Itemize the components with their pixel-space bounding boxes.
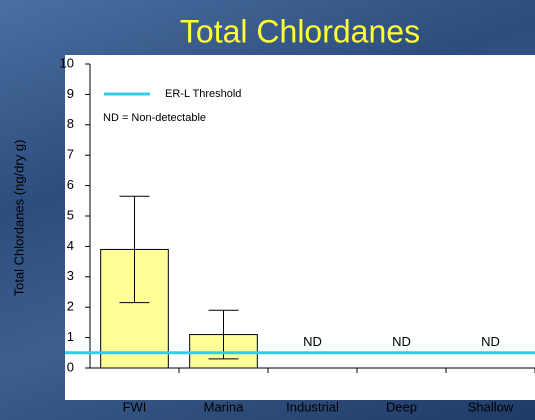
y-tick-label: 3 — [67, 268, 74, 283]
annotation: ND = Non-detectable — [103, 112, 206, 124]
y-tick-label: 5 — [67, 207, 74, 222]
y-axis-label: Total Chlordanes (ng/dry g) — [11, 140, 26, 297]
x-tick-label: Marina — [204, 399, 245, 414]
y-tick-label: 4 — [67, 238, 74, 253]
y-tick-label: 9 — [67, 86, 74, 101]
y-tick-label: 0 — [67, 359, 74, 374]
legend-label: ER-L Threshold — [165, 88, 241, 100]
y-tick-label: 7 — [67, 147, 74, 162]
y-tick-label: 6 — [67, 177, 74, 192]
y-tick-label: 8 — [67, 116, 74, 131]
x-tick-label: Shallow — [468, 399, 514, 414]
y-tick-label: 1 — [67, 329, 74, 344]
value-label: ND — [303, 334, 322, 349]
y-tick-label: 2 — [67, 299, 74, 314]
x-tick-label: Deep — [386, 399, 417, 414]
y-tick-label: 10 — [60, 55, 74, 70]
x-tick-label: FWI — [123, 399, 147, 414]
value-label: ND — [392, 334, 411, 349]
chart-title: Total Chlordanes — [180, 13, 420, 49]
x-tick-label: Industrial — [286, 399, 339, 414]
value-label: ND — [481, 334, 500, 349]
